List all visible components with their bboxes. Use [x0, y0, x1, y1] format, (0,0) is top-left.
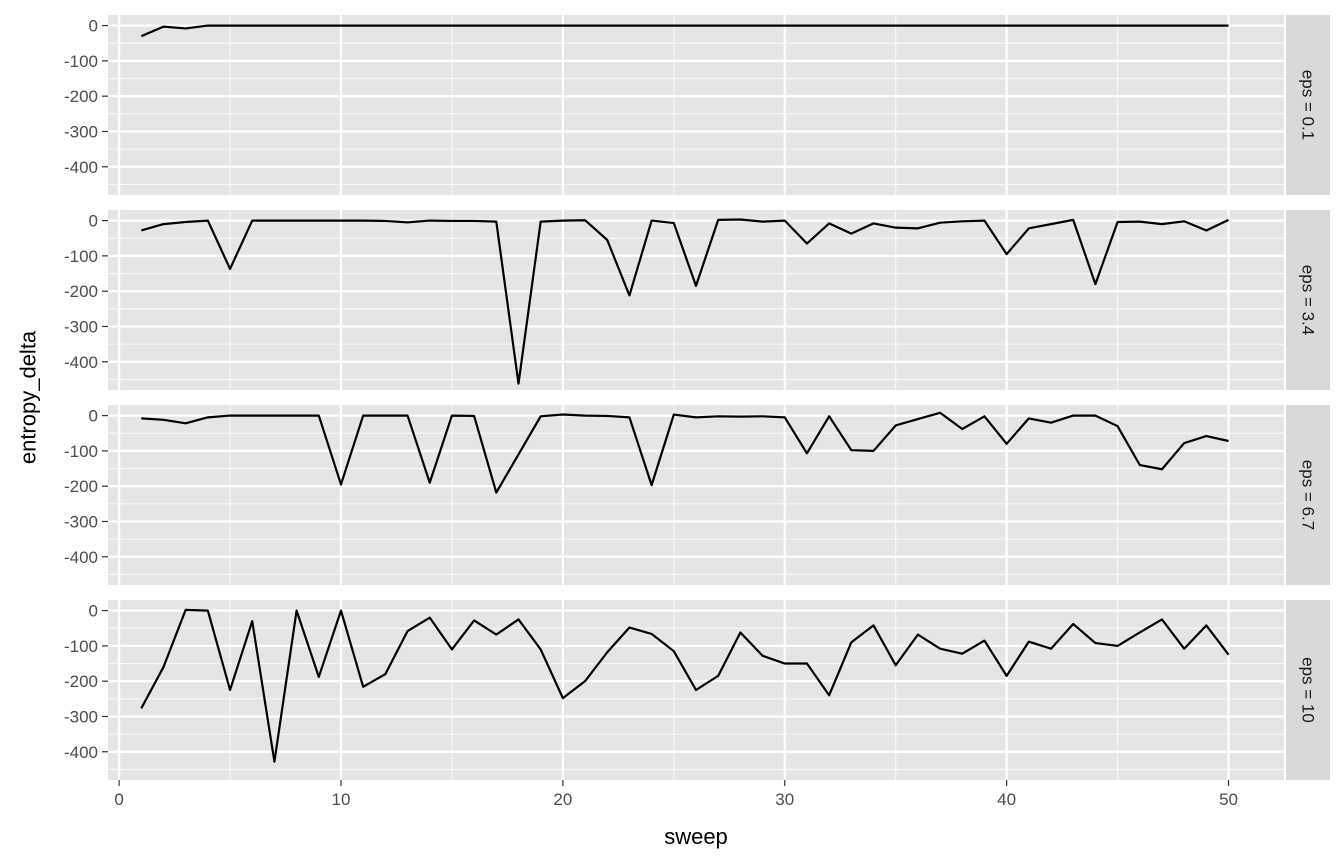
panel-background — [108, 210, 1284, 390]
facet-strip-label: eps = 6.7 — [1299, 460, 1318, 530]
facet-panel: 0 -100 -200 -300 -400 eps = 6.7 — [64, 405, 1330, 585]
x-tick-label: 40 — [997, 790, 1016, 809]
x-tick-label: 0 — [114, 790, 123, 809]
x-tick-label: 50 — [1219, 790, 1238, 809]
y-tick-label: -300 — [64, 707, 98, 726]
y-tick-label: -400 — [64, 353, 98, 372]
y-tick-label: 0 — [89, 212, 98, 231]
panel-background — [108, 405, 1284, 585]
y-tick-label: -200 — [64, 477, 98, 496]
y-tick-label: -200 — [64, 282, 98, 301]
series-line — [140, 218, 1230, 385]
y-tick-label: -400 — [64, 548, 98, 567]
panel-background — [108, 15, 1284, 195]
facet-strip — [1286, 15, 1330, 195]
facet-strip-label: eps = 3.4 — [1299, 265, 1318, 335]
y-tick-label: -100 — [64, 247, 98, 266]
y-tick-label: -400 — [64, 158, 98, 177]
y-tick-label: -200 — [64, 672, 98, 691]
facet-panel: 0 -100 -200 -300 -400 eps = 10 — [64, 600, 1330, 780]
facet-panel: 0 -100 -200 -300 -400 eps = 0.1 — [64, 15, 1330, 195]
series-line — [141, 411, 1229, 494]
y-tick-label: -100 — [64, 52, 98, 71]
x-tick-label: 10 — [332, 790, 351, 809]
y-tick-label: -100 — [64, 442, 98, 461]
x-axis-title: sweep — [664, 824, 728, 849]
x-tick-label: 20 — [553, 790, 572, 809]
facet-strip-label: eps = 10 — [1299, 657, 1318, 723]
y-tick-label: 0 — [89, 407, 98, 426]
x-tick-label: 30 — [775, 790, 794, 809]
series-line — [140, 608, 1230, 763]
y-axis-title: entropy_delta — [16, 330, 41, 464]
facet-panel: 0 -100 -200 -300 -400 eps = 3.4 — [64, 210, 1330, 390]
y-tick-label: 0 — [89, 17, 98, 36]
y-tick-label: -200 — [64, 87, 98, 106]
facet-strip — [1286, 210, 1330, 390]
y-tick-label: -300 — [64, 122, 98, 141]
facet-strip-label: eps = 0.1 — [1299, 70, 1318, 140]
series-line — [140, 24, 1229, 38]
facet-strip — [1286, 600, 1330, 780]
y-tick-label: 0 — [89, 602, 98, 621]
facet-strip — [1286, 405, 1330, 585]
y-tick-label: -300 — [64, 317, 98, 336]
y-tick-label: -100 — [64, 637, 98, 656]
y-tick-label: -400 — [64, 743, 98, 762]
y-tick-label: -300 — [64, 512, 98, 531]
